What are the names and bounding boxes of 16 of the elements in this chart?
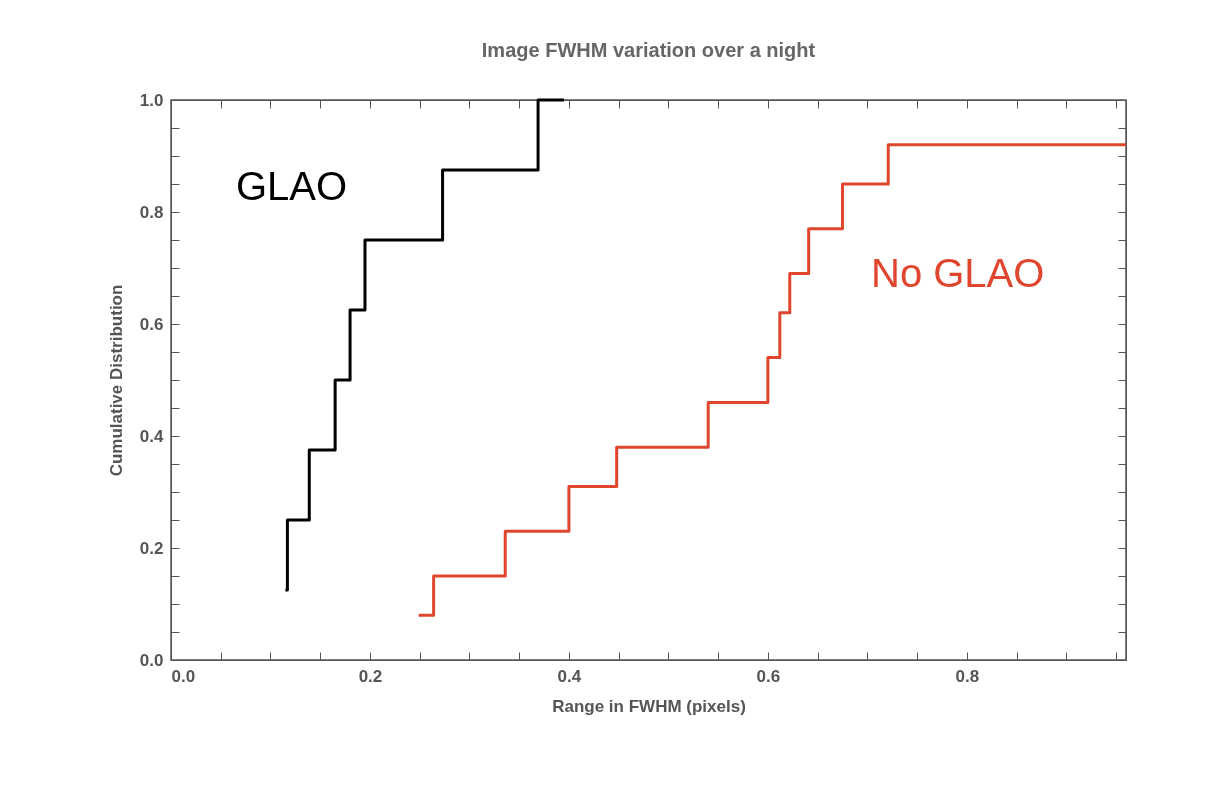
y-tick-label: 0.8 <box>139 202 164 222</box>
y-tick-label: 0.4 <box>139 426 165 446</box>
x-tick-label: 0.8 <box>955 666 980 686</box>
series-label: GLAO <box>236 164 348 208</box>
series-label: No GLAO <box>871 251 1045 295</box>
x-tick-label: 0.2 <box>358 666 383 686</box>
y-axis-title: Cumulative Distribution <box>106 284 126 477</box>
x-tick-label: 0.0 <box>171 666 196 686</box>
x-tick-label: 0.6 <box>756 666 781 686</box>
x-tick-label: 0.4 <box>557 666 582 686</box>
x-axis-title: Range in FWHM (pixels) <box>552 696 746 716</box>
y-tick-label: 0.0 <box>139 650 164 670</box>
y-tick-label: 0.6 <box>139 314 164 334</box>
chart-title: Image FWHM variation over a night <box>481 39 816 61</box>
y-tick-label: 0.2 <box>139 538 164 558</box>
y-tick-label: 1.0 <box>139 90 164 110</box>
